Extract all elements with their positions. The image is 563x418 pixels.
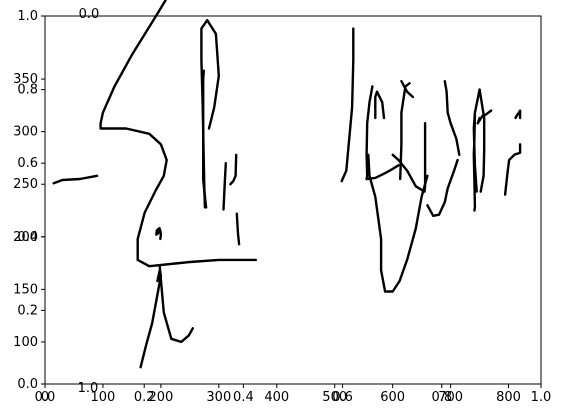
stroke-7 (136, 258, 258, 268)
x-tick-label-unit: 0.2 (134, 390, 155, 405)
stroke-18 (383, 174, 429, 293)
stroke-12 (222, 161, 228, 211)
x-tick-label-data: 200 (148, 390, 173, 405)
x-tick-label-unit: 0.8 (431, 390, 452, 405)
stroke-31 (476, 116, 481, 125)
stroke-14 (340, 27, 355, 183)
x-tick-label-data: 600 (380, 390, 405, 405)
y-tick-label-data: 250 (13, 177, 38, 192)
plot-frame (44, 15, 542, 385)
x-tick-label-data: 100 (91, 390, 116, 405)
stroke-27 (478, 88, 486, 193)
x-tick-label-data: 400 (264, 390, 289, 405)
stroke-17 (374, 90, 386, 120)
y-tick-label-unit: 0.2 (17, 303, 38, 318)
x-tick-label-data: 500 (322, 390, 347, 405)
stroke-11 (229, 153, 238, 186)
x-tick-label-data: 300 (206, 390, 231, 405)
stray-label-bottom: 1.0 (78, 381, 99, 396)
stroke-19 (367, 153, 387, 293)
stroke-25 (443, 79, 461, 157)
x-tick-label-unit: 0.0 (35, 390, 56, 405)
y-tick-label-data: 150 (13, 282, 38, 297)
stroke-8 (99, 0, 168, 262)
stroke-20 (391, 153, 427, 193)
stroke-5 (159, 229, 163, 241)
y-tick-label-data: 100 (13, 335, 38, 350)
stroke-1 (52, 174, 99, 185)
y-tick-label-unit: 0.0 (17, 377, 38, 392)
stroke-10 (200, 19, 221, 209)
stroke-28 (472, 88, 481, 193)
x-tick-label-data: 800 (496, 390, 521, 405)
y-tick-label-unit: 0.6 (17, 156, 38, 171)
stroke-33 (514, 109, 522, 120)
tick-labels: 0.0 0.2 0.4 0.6 0.8 1.0 0.0 0.2 0.4 0.6 0.8 1.0 0 100… (13, 7, 551, 405)
stroke-3 (158, 265, 195, 344)
y-tick-label-data: 300 (13, 125, 38, 140)
x-tick-label-data: 700 (438, 390, 463, 405)
x-tick-label-unit: 0.6 (332, 390, 353, 405)
y-tick-label-data: 350 (13, 72, 38, 87)
y-tick-label-unit: 1.0 (17, 9, 38, 24)
stroke-6 (156, 227, 161, 235)
x-tick-label-data: 0 (41, 390, 49, 405)
y-tick-label-unit: 0.8 (17, 83, 38, 98)
stroke-29 (503, 143, 522, 196)
stroke-21 (400, 79, 415, 99)
stroke-32 (484, 109, 493, 117)
stroke-24 (426, 158, 459, 218)
x-tick-label-unit: 1.0 (531, 390, 552, 405)
stray-label-top: 0.0 (79, 7, 100, 22)
stroke-15 (365, 85, 374, 181)
stroke-16 (365, 164, 400, 181)
stroke-2 (139, 269, 163, 369)
x-tick-label-unit: 0.4 (233, 390, 254, 405)
stroke-22 (399, 82, 411, 181)
y-tick-label-data: 200 (13, 230, 38, 245)
stroke-13 (235, 212, 241, 246)
y-tick-label-unit: 0.4 (17, 230, 38, 245)
handwriting-strokes (52, 0, 522, 369)
